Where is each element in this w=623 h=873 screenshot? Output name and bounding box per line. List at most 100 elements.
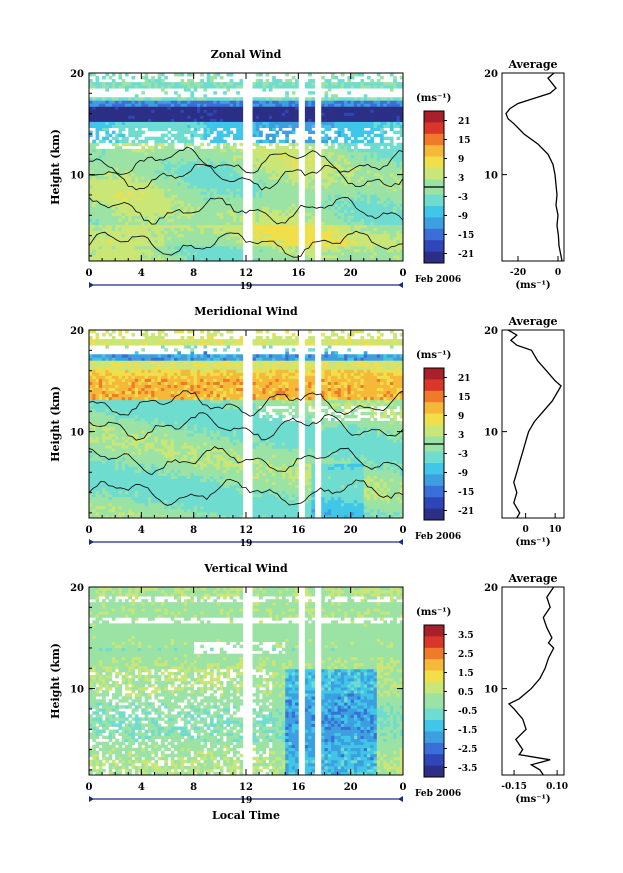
heatmap-cell xyxy=(337,248,342,253)
heatmap-cell xyxy=(226,209,231,213)
heatmap-cell xyxy=(95,142,100,147)
heatmap-cell xyxy=(131,257,136,262)
heatmap-cell xyxy=(128,167,132,171)
heatmap-cell xyxy=(396,212,401,216)
heatmap-cell xyxy=(141,194,145,198)
heatmap-cell xyxy=(92,82,96,86)
heatmap-cell xyxy=(89,151,93,156)
heatmap-cell xyxy=(193,242,198,247)
heatmap-cell xyxy=(167,227,172,232)
heatmap-cell xyxy=(95,100,100,104)
heatmap-cell xyxy=(193,200,198,204)
heatmap-cell xyxy=(190,185,195,189)
heatmap-cell xyxy=(367,215,371,219)
heatmap-cell xyxy=(177,212,181,216)
heatmap-cell xyxy=(138,254,142,259)
heatmap-cell xyxy=(393,206,397,210)
heatmap-cell xyxy=(219,109,224,113)
heatmap-cell xyxy=(180,245,185,250)
heatmap-cell xyxy=(288,179,293,183)
heatmap-cell xyxy=(118,212,123,216)
heatmap-cell xyxy=(396,188,401,192)
heatmap-cell xyxy=(92,224,96,229)
heatmap-cell xyxy=(331,221,335,226)
heatmap-cell xyxy=(291,121,296,125)
heatmap-cell xyxy=(115,176,119,180)
heatmap-cell xyxy=(187,100,191,104)
heatmap-cell xyxy=(144,154,149,159)
heatmap-cell xyxy=(180,136,185,141)
heatmap-cell xyxy=(350,209,355,213)
heatmap-cell xyxy=(272,224,276,229)
heatmap-cell xyxy=(396,100,401,104)
heatmap-cell xyxy=(308,142,312,147)
heatmap-cell xyxy=(111,257,116,262)
heatmap-cell xyxy=(295,230,299,235)
heatmap-cell xyxy=(340,115,345,119)
heatmap-cell xyxy=(383,209,388,213)
heatmap-cell xyxy=(393,257,397,262)
heatmap-cell xyxy=(291,173,296,177)
heatmap-cell xyxy=(376,124,381,128)
heatmap-cell xyxy=(239,203,244,207)
heatmap-cell xyxy=(115,200,119,204)
heatmap-cell xyxy=(389,212,394,216)
heatmap-cell xyxy=(386,224,391,229)
heatmap-cell xyxy=(108,85,113,89)
heatmap-cell xyxy=(180,100,185,104)
heatmap-cell xyxy=(324,157,329,162)
heatmap-cell xyxy=(92,151,96,156)
heatmap-cell xyxy=(236,221,240,226)
heatmap-cell xyxy=(383,233,388,238)
heatmap-cell xyxy=(389,236,394,241)
heatmap-cell xyxy=(393,109,397,113)
heatmap-cell xyxy=(285,200,289,204)
heatmap-cell xyxy=(373,85,378,89)
heatmap-cell xyxy=(89,212,93,216)
heatmap-cell xyxy=(337,176,342,180)
heatmap-cell xyxy=(134,157,139,162)
heatmap-cell xyxy=(121,124,126,128)
heatmap-cell xyxy=(206,236,211,241)
heatmap-cell xyxy=(389,139,394,144)
heatmap-cell xyxy=(167,173,172,177)
heatmap-cell xyxy=(360,154,365,159)
heatmap-cell xyxy=(216,179,221,183)
heatmap-cell xyxy=(210,206,214,210)
heatmap-cell xyxy=(151,76,155,80)
colorbar-segment xyxy=(424,114,444,119)
heatmap-cell xyxy=(206,151,211,156)
heatmap-cell xyxy=(295,160,299,165)
heatmap-cell xyxy=(331,188,335,192)
heatmap-cell xyxy=(295,215,299,219)
heatmap-cell xyxy=(311,236,316,241)
heatmap-cell xyxy=(340,148,345,153)
heatmap-cell xyxy=(187,173,191,177)
heatmap-cell xyxy=(259,203,263,207)
heatmap-cell xyxy=(311,157,316,162)
heatmap-cell xyxy=(124,118,129,122)
heatmap-cell xyxy=(115,167,119,171)
heatmap-cell xyxy=(160,215,165,219)
heatmap-cell xyxy=(118,182,123,186)
heatmap-cell xyxy=(281,118,286,122)
heatmap-cell xyxy=(288,200,293,204)
heatmap-cell xyxy=(363,230,368,235)
heatmap-cell xyxy=(118,227,123,232)
heatmap-cell xyxy=(383,124,388,128)
heatmap-cell xyxy=(160,73,165,77)
heatmap-cell xyxy=(268,157,273,162)
heatmap-cell xyxy=(259,100,263,104)
heatmap-cell xyxy=(187,121,191,125)
heatmap-cell xyxy=(370,124,374,128)
heatmap-cell xyxy=(154,257,159,262)
heatmap-cell xyxy=(321,124,325,128)
heatmap-cell xyxy=(268,139,273,144)
heatmap-cell xyxy=(210,209,214,213)
heatmap-cell xyxy=(131,251,136,256)
heatmap-cell xyxy=(210,215,214,219)
heatmap-cell xyxy=(324,209,329,213)
heatmap-cell xyxy=(337,227,342,232)
heatmap-cell xyxy=(92,148,96,153)
heatmap-cell xyxy=(118,133,123,138)
